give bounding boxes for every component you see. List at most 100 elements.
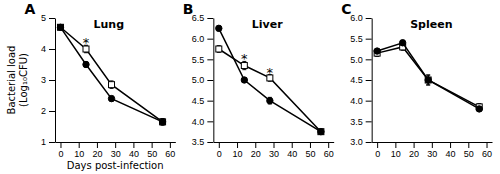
x-tick: 40: [446, 142, 456, 159]
x-tick-mark: [377, 142, 378, 148]
marker: [57, 24, 63, 30]
y-axis: 3.03.54.04.55.05.56.0: [350, 13, 372, 147]
y-axis-title-line: Bacterial load: [6, 46, 17, 115]
x-tick-label: 40: [446, 149, 456, 159]
marker: [374, 48, 380, 54]
y-tick-mark: [207, 80, 213, 81]
x-tick: 20: [409, 142, 419, 159]
y-tick-label: 3.5: [192, 137, 205, 147]
y-tick-mark: [366, 18, 372, 19]
x-tick-mark: [432, 142, 433, 148]
error-bar-cap: [426, 84, 430, 85]
marker: [318, 129, 324, 135]
y-tick-label: 6.0: [350, 13, 363, 23]
y-tick-label: 3.5: [350, 117, 363, 127]
y-tick-label: 4.0: [350, 96, 363, 106]
y-tick-mark: [49, 111, 55, 112]
x-tick-label: 20: [92, 149, 102, 159]
panel: 010203040506012345*LungADays post-infect…: [6, 1, 176, 171]
annotation: *: [267, 65, 274, 80]
y-tick-mark: [49, 80, 55, 81]
marker: [318, 128, 324, 134]
x-tick: 60: [165, 142, 175, 159]
marker: [241, 77, 247, 83]
x-tick-mark: [395, 142, 396, 148]
y-tick-label: 5.0: [192, 75, 205, 85]
x-tick-mark: [152, 142, 153, 148]
error-bar-cap: [426, 84, 430, 85]
marker: [109, 82, 115, 88]
x-tick-label: 10: [391, 149, 401, 159]
title: Liver: [252, 18, 283, 31]
x-tick: 0: [58, 142, 63, 159]
y-tick: 2: [41, 106, 55, 116]
y-tick-mark: [366, 142, 372, 143]
line: [377, 43, 479, 109]
x-tick: 10: [233, 142, 243, 159]
x-tick-mark: [237, 142, 238, 148]
x-tick-mark: [487, 142, 488, 148]
x-axis: 0102030405060: [214, 142, 334, 159]
y-tick-mark: [366, 59, 372, 60]
x-tick: 20: [251, 142, 261, 159]
x-tick-label: 10: [74, 149, 84, 159]
x-tick-mark: [292, 142, 293, 148]
panel: 01020304050603.03.54.04.55.05.56.0Spleen…: [341, 1, 492, 159]
marker: [216, 25, 222, 31]
y-tick-label: 4: [41, 44, 46, 54]
x-tick-label: 20: [251, 149, 261, 159]
y-tick-label: 4.5: [192, 96, 205, 106]
y-axis-title-line: (Log₁₀CFU): [18, 53, 29, 107]
x-tick-label: 50: [147, 149, 157, 159]
marker: [476, 106, 482, 112]
y-tick: 4.0: [192, 117, 214, 127]
x-tick-label: 40: [129, 149, 139, 159]
x-tick-mark: [255, 142, 256, 148]
line: [60, 27, 162, 122]
x-axis: 0102030405060: [56, 142, 176, 159]
x-tick: 60: [482, 142, 492, 159]
y-tick-mark: [49, 142, 55, 143]
error-bar: [110, 81, 114, 88]
y-tick: 5.0: [350, 55, 372, 65]
series: [57, 24, 165, 125]
x-tick: 30: [269, 142, 279, 159]
x-tick-mark: [274, 142, 275, 148]
y-tick-mark: [49, 18, 55, 19]
line: [219, 49, 321, 132]
series: [216, 25, 325, 135]
y-axis-title: Bacterial load(Log₁₀CFU): [6, 46, 29, 115]
x-tick-mark: [450, 142, 451, 148]
y-tick-label: 1: [41, 137, 46, 147]
marker: [267, 97, 273, 103]
y-tick-label: 6.5: [192, 13, 205, 23]
x-tick: 50: [464, 142, 474, 159]
marker: [399, 40, 405, 46]
y-tick-mark: [49, 49, 55, 50]
y-tick-label: 5.5: [350, 34, 363, 44]
y-tick-mark: [366, 121, 372, 122]
y-tick-label: 5: [41, 13, 46, 23]
error-bar: [217, 46, 221, 53]
series: [374, 44, 482, 111]
x-tick: 0: [217, 142, 222, 159]
marker: [425, 77, 431, 83]
x-axis: 0102030405060: [372, 142, 492, 159]
x-tick-label: 30: [427, 149, 437, 159]
x-tick: 60: [324, 142, 334, 159]
y-tick: 4.5: [192, 96, 214, 106]
x-tick-mark: [97, 142, 98, 148]
x-tick-mark: [115, 142, 116, 148]
annotation: *: [83, 35, 90, 50]
y-tick-label: 3.0: [350, 137, 363, 147]
y-tick: 1: [41, 137, 55, 147]
figure: 010203040506012345*LungADays post-infect…: [0, 0, 500, 174]
y-tick: 5.5: [192, 55, 214, 65]
y-tick: 6.5: [192, 13, 214, 23]
y-tick: 5.5: [350, 34, 372, 44]
marker: [57, 24, 63, 30]
y-axis-line: [213, 19, 214, 143]
y-tick-mark: [207, 121, 213, 122]
y-tick: 5: [41, 13, 55, 23]
y-tick: 3.5: [350, 117, 372, 127]
